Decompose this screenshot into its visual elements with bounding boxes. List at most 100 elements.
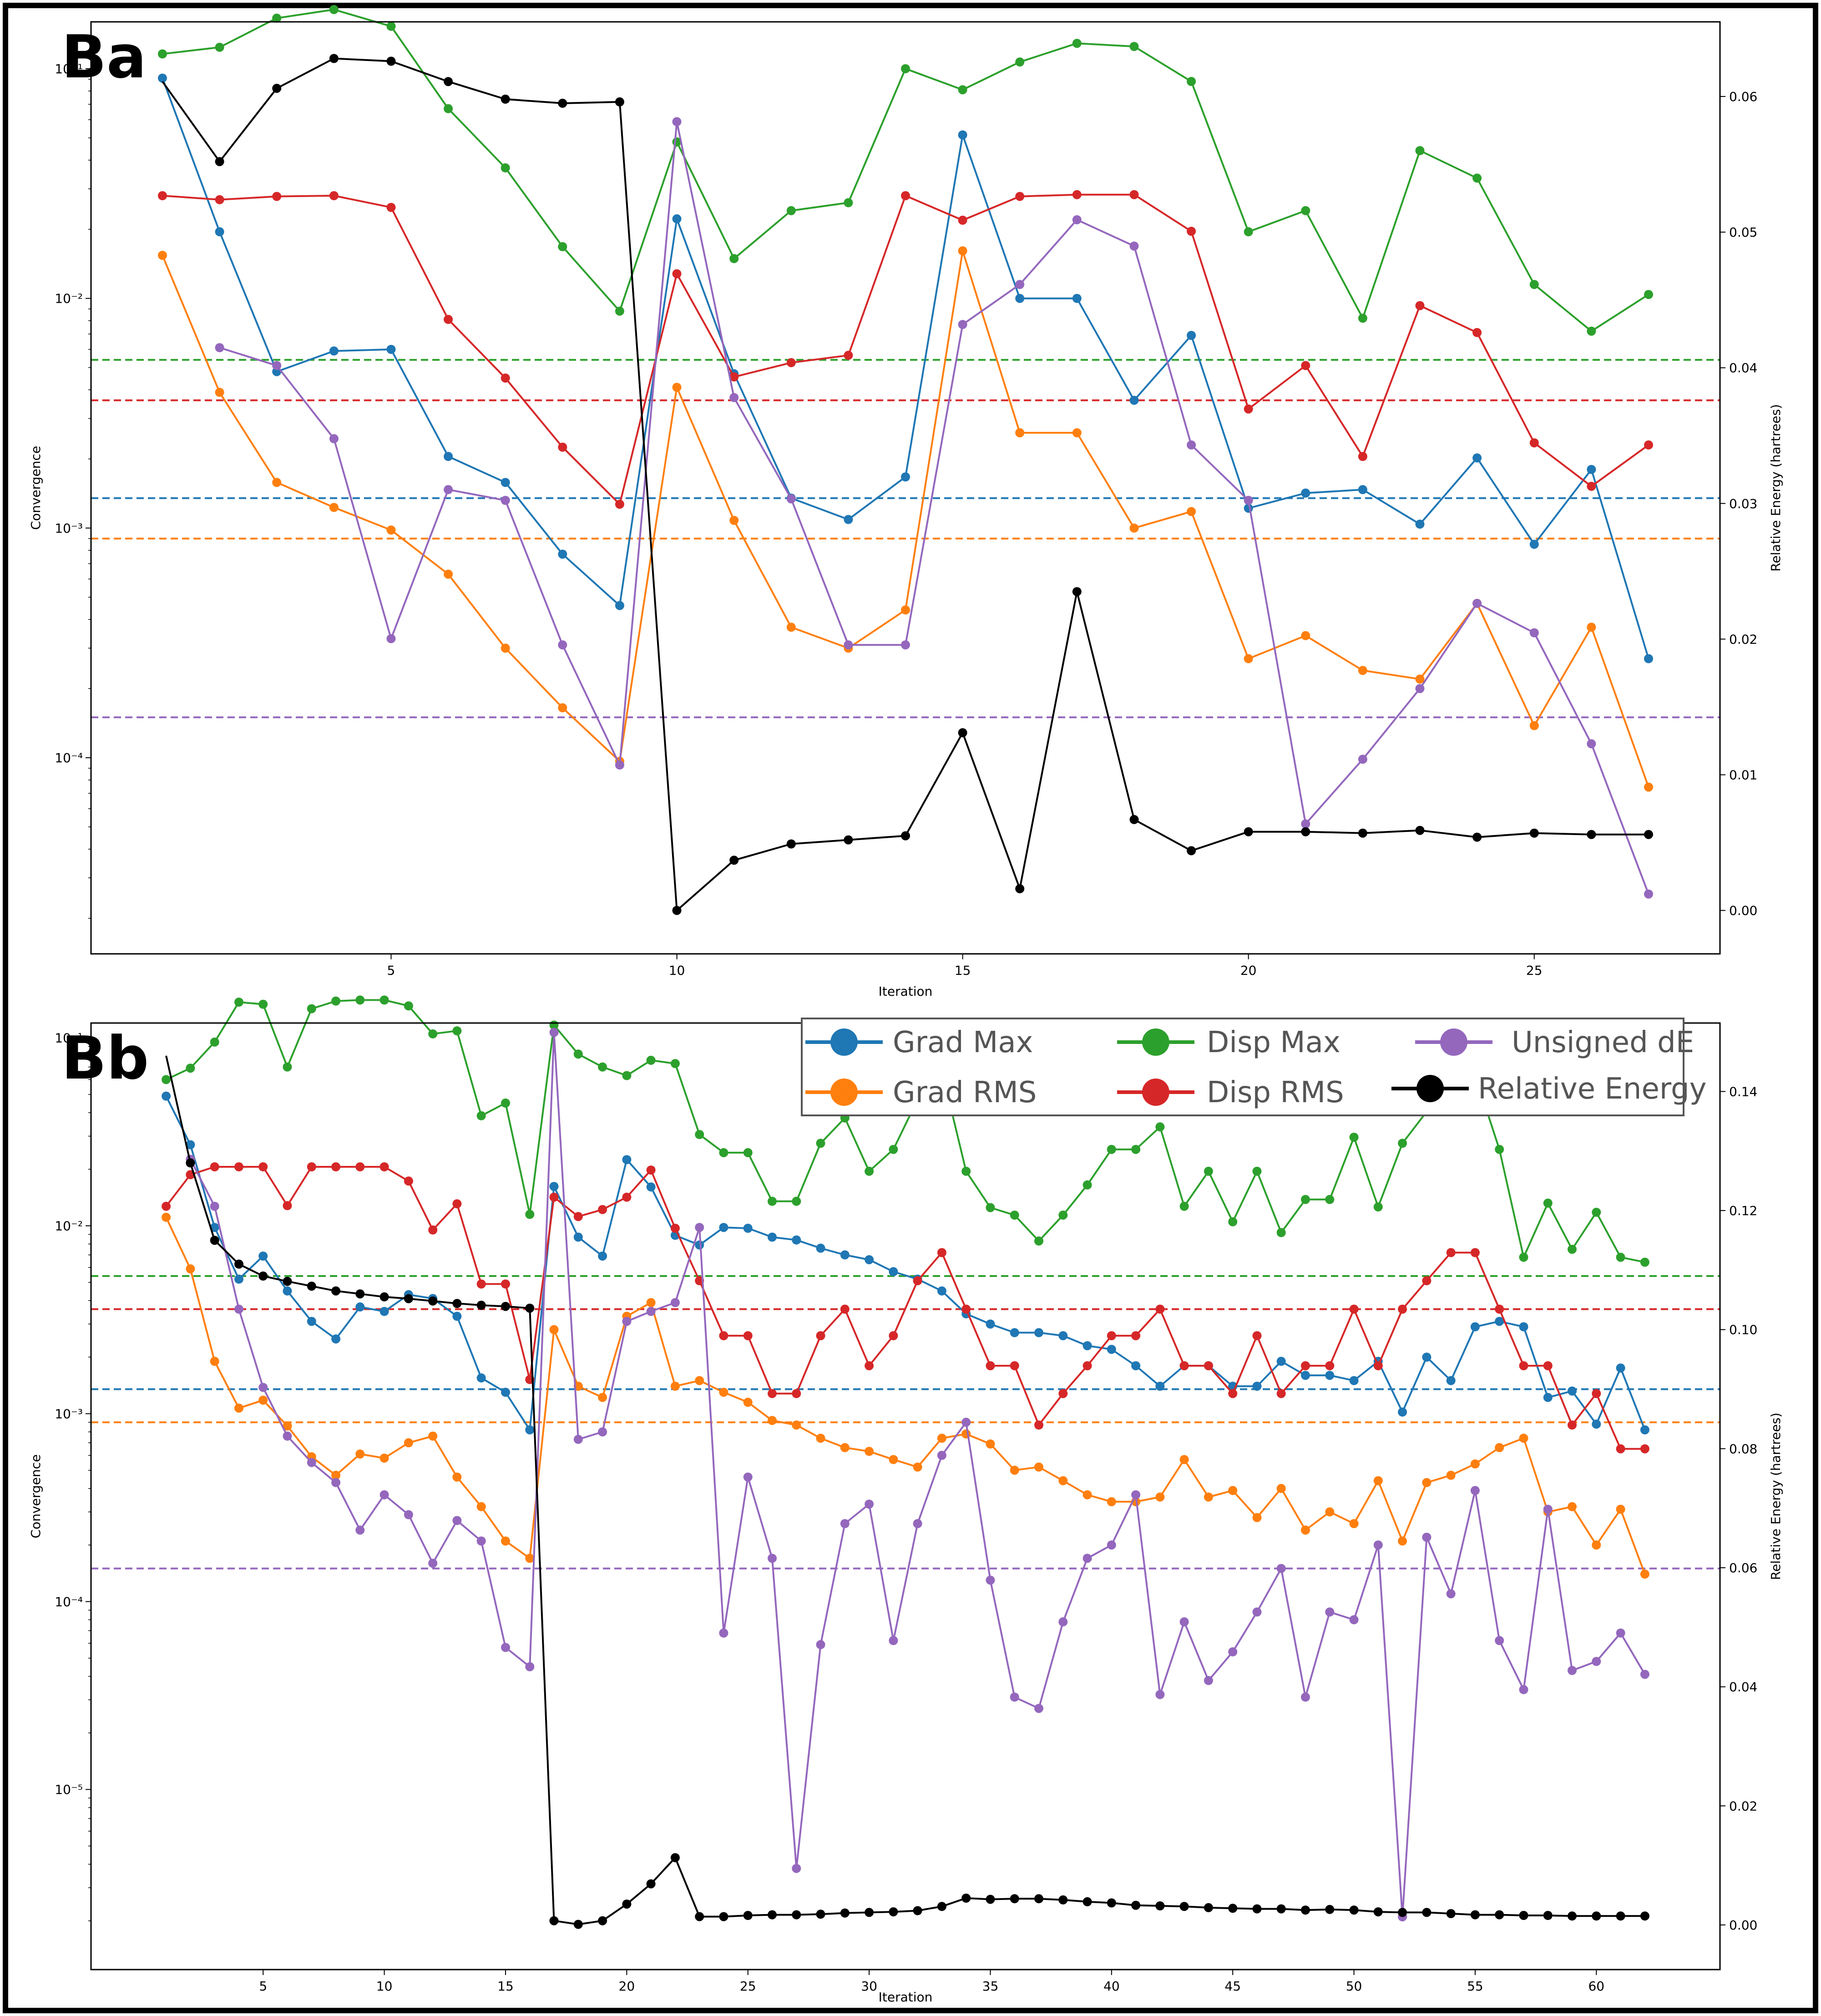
data-point-relative-energy bbox=[1640, 1911, 1649, 1921]
data-point-disp-rms bbox=[272, 192, 282, 201]
legend: Grad Max Grad RMS Disp Max Disp RMS Unsi bbox=[801, 1018, 1707, 1116]
data-point-unsigned-de bbox=[816, 1640, 825, 1649]
data-point-grad-rms bbox=[1187, 507, 1196, 517]
data-point-unsigned-de bbox=[1131, 1490, 1141, 1499]
data-point-relative-energy bbox=[1107, 1898, 1116, 1908]
data-point-unsigned-de bbox=[1301, 1692, 1310, 1702]
data-point-grad-max bbox=[844, 515, 853, 524]
data-point-disp-max bbox=[1592, 1207, 1601, 1217]
data-point-grad-max bbox=[501, 478, 510, 487]
data-point-grad-rms bbox=[501, 1536, 510, 1546]
data-point-grad-rms bbox=[786, 623, 796, 632]
x-tick-label: 35 bbox=[982, 1979, 999, 1994]
data-point-disp-rms bbox=[743, 1331, 753, 1341]
data-point-relative-energy bbox=[1358, 828, 1367, 838]
data-point-relative-energy bbox=[525, 1303, 535, 1313]
x-tick-label: 10 bbox=[376, 1979, 393, 1994]
data-point-relative-energy bbox=[1644, 830, 1653, 839]
data-point-relative-energy bbox=[186, 1158, 195, 1168]
data-point-disp-rms bbox=[786, 358, 796, 367]
data-point-disp-rms bbox=[215, 195, 224, 204]
data-point-grad-rms bbox=[792, 1420, 801, 1430]
data-point-disp-rms bbox=[615, 500, 624, 509]
data-point-unsigned-de bbox=[743, 1472, 753, 1482]
data-point-disp-rms bbox=[1616, 1444, 1625, 1454]
data-point-unsigned-de bbox=[840, 1519, 850, 1528]
data-point-grad-rms bbox=[670, 1382, 680, 1391]
data-point-relative-energy bbox=[234, 1259, 243, 1269]
data-point-disp-rms bbox=[1187, 227, 1196, 236]
data-point-grad-max bbox=[283, 1286, 292, 1296]
data-point-relative-energy bbox=[558, 98, 567, 108]
legend-label: Disp Max bbox=[1207, 1026, 1340, 1059]
legend-marker bbox=[1142, 1028, 1169, 1056]
y2-tick-label: 0.12 bbox=[1729, 1203, 1757, 1218]
data-point-grad-rms bbox=[695, 1376, 704, 1385]
data-point-grad-max bbox=[695, 1240, 704, 1250]
y-tick-label: 10⁻¹ bbox=[55, 61, 83, 76]
data-point-unsigned-de bbox=[428, 1559, 438, 1568]
data-point-grad-max bbox=[558, 549, 567, 559]
data-point-relative-energy bbox=[1228, 1904, 1238, 1913]
legend-box bbox=[801, 1018, 1684, 1116]
data-point-relative-energy bbox=[1325, 1905, 1335, 1914]
y-tick-label: 10⁻⁴ bbox=[55, 1594, 83, 1609]
data-point-grad-max bbox=[158, 73, 167, 83]
data-point-grad-max bbox=[1301, 488, 1310, 498]
data-point-grad-max bbox=[1082, 1341, 1092, 1351]
data-point-disp-max bbox=[1204, 1166, 1213, 1176]
data-point-grad-max bbox=[1616, 1363, 1625, 1373]
data-point-disp-rms bbox=[1446, 1248, 1456, 1257]
data-point-relative-energy bbox=[1446, 1909, 1456, 1918]
data-point-grad-rms bbox=[986, 1439, 995, 1449]
data-point-relative-energy bbox=[786, 839, 796, 849]
data-point-disp-max bbox=[889, 1145, 898, 1154]
y-axis-label: Convergence bbox=[28, 1454, 43, 1539]
data-point-disp-max bbox=[961, 1166, 971, 1176]
data-point-unsigned-de bbox=[1155, 1690, 1165, 1699]
legend-label: Unsigned dE bbox=[1512, 1026, 1694, 1059]
data-point-grad-max bbox=[1592, 1419, 1601, 1429]
y2-tick-label: 0.03 bbox=[1729, 496, 1757, 511]
data-point-disp-rms bbox=[816, 1331, 825, 1341]
data-point-grad-rms bbox=[404, 1438, 413, 1448]
x-tick-label: 5 bbox=[259, 1979, 267, 1994]
data-point-unsigned-de bbox=[215, 343, 224, 352]
legend-entry-unsigned-de: Unsigned dE bbox=[1415, 1026, 1694, 1059]
data-point-grad-rms bbox=[937, 1433, 946, 1443]
data-point-unsigned-de bbox=[283, 1431, 292, 1441]
data-point-disp-max bbox=[1015, 57, 1025, 67]
data-point-disp-rms bbox=[386, 203, 396, 212]
data-point-grad-max bbox=[452, 1312, 462, 1321]
data-point-grad-rms bbox=[1129, 523, 1139, 533]
data-point-grad-rms bbox=[1446, 1470, 1456, 1480]
data-point-disp-max bbox=[476, 1111, 486, 1120]
data-point-disp-rms bbox=[283, 1201, 292, 1211]
data-point-disp-max bbox=[695, 1130, 704, 1139]
data-point-grad-rms bbox=[1616, 1504, 1625, 1514]
data-point-grad-rms bbox=[901, 605, 910, 615]
data-point-disp-rms bbox=[501, 373, 510, 383]
data-point-grad-max bbox=[1015, 294, 1025, 303]
data-point-relative-energy bbox=[1415, 826, 1425, 835]
data-point-grad-max bbox=[476, 1373, 486, 1383]
data-point-disp-max bbox=[1529, 280, 1539, 289]
data-point-grad-rms bbox=[1495, 1443, 1504, 1452]
legend-label: Grad RMS bbox=[893, 1076, 1037, 1109]
data-point-unsigned-de bbox=[1252, 1607, 1262, 1617]
data-point-unsigned-de bbox=[1543, 1504, 1553, 1514]
data-point-unsigned-de bbox=[1446, 1589, 1456, 1599]
data-point-disp-rms bbox=[1519, 1361, 1528, 1371]
data-point-grad-rms bbox=[1592, 1540, 1601, 1550]
x-tick-label: 20 bbox=[619, 1979, 635, 1994]
data-point-relative-energy bbox=[958, 728, 967, 738]
y2-tick-label: 0.02 bbox=[1729, 632, 1757, 647]
data-point-relative-energy bbox=[986, 1894, 995, 1904]
data-point-disp-rms bbox=[1072, 190, 1082, 199]
data-point-relative-energy bbox=[1252, 1904, 1262, 1914]
data-point-unsigned-de bbox=[768, 1554, 777, 1563]
data-point-unsigned-de bbox=[501, 1643, 510, 1652]
data-point-grad-rms bbox=[768, 1416, 777, 1425]
data-point-grad-max bbox=[1470, 1322, 1480, 1332]
data-point-unsigned-de bbox=[1010, 1692, 1019, 1702]
